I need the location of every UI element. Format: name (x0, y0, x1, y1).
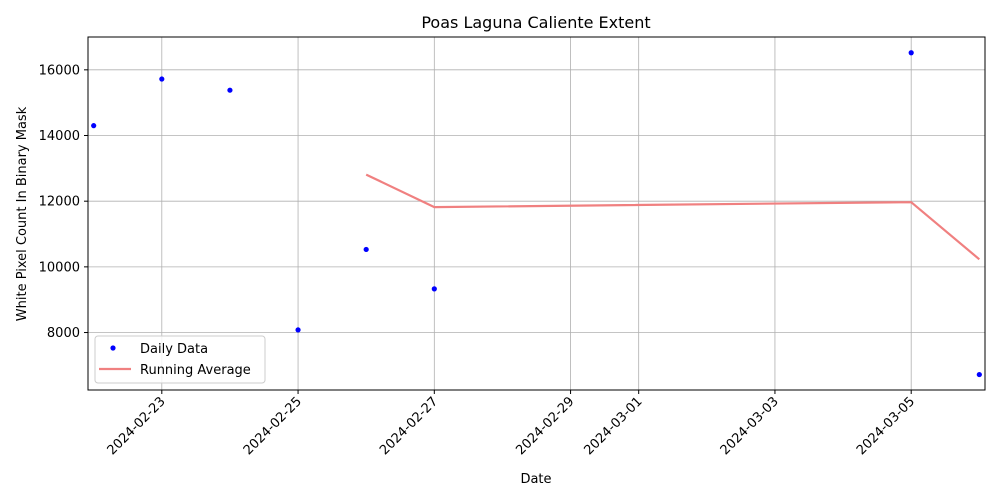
daily-data-point (227, 87, 233, 93)
chart-title: Poas Laguna Caliente Extent (421, 13, 650, 32)
grid (88, 37, 985, 390)
daily-data-point (295, 327, 301, 333)
daily-data-series (91, 50, 982, 378)
legend: Daily Data Running Average (94, 335, 266, 384)
running-average-series (365, 173, 981, 261)
y-axis: 8000 10000 12000 14000 16000 (39, 63, 88, 341)
y-tick-label: 14000 (39, 129, 80, 144)
running-average-line (365, 173, 981, 261)
y-axis-label: White Pixel Count In Binary Mask (15, 106, 30, 321)
y-tick-label: 16000 (39, 63, 80, 78)
daily-data-point (91, 123, 97, 129)
y-tick-label: 12000 (39, 195, 80, 210)
plot-frame (87, 36, 986, 391)
daily-data-point (908, 50, 914, 56)
x-axis-label: Date (520, 472, 551, 487)
y-tick-label: 8000 (47, 326, 80, 341)
legend-daily-marker (110, 345, 116, 351)
daily-data-point (159, 76, 165, 82)
daily-data-point (363, 246, 369, 253)
legend-running-average-label: Running Average (140, 363, 251, 378)
daily-data-point (976, 371, 982, 378)
daily-data-point (431, 286, 437, 292)
y-tick-label: 10000 (39, 260, 80, 275)
legend-daily-label: Daily Data (140, 342, 208, 357)
legend-box (94, 335, 266, 384)
